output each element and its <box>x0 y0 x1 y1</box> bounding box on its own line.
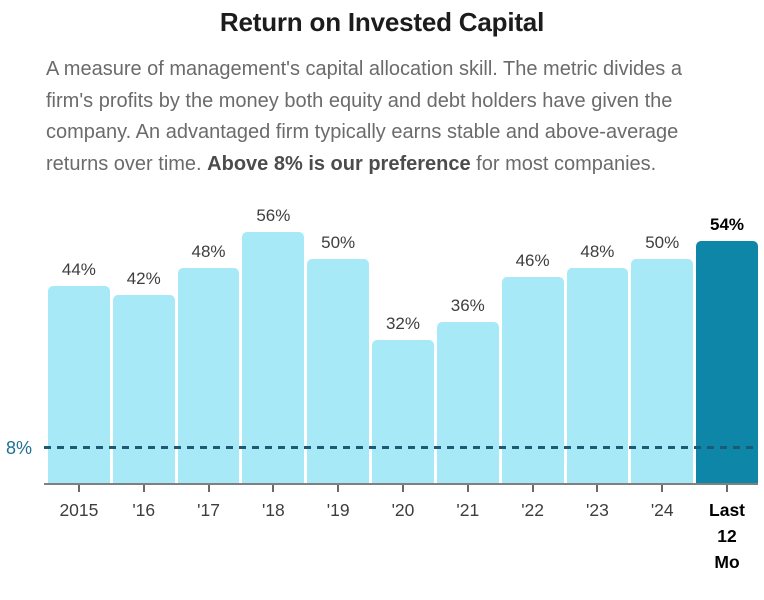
reference-line <box>44 446 758 449</box>
bar-column: 56% <box>242 201 305 484</box>
plot-area: 44% 42% 48% 56% 50% 32% 36% 46% 48% 50% 54% 8% <box>6 201 758 485</box>
roic-bar-chart: 44% 42% 48% 56% 50% 32% 36% 46% 48% 50% 54% 8% 201… <box>0 201 764 575</box>
x-axis-label-cell: '21 <box>437 485 499 575</box>
axis-tick <box>142 485 145 492</box>
x-axis-label: '20 <box>391 500 415 520</box>
bar-column: 42% <box>112 201 175 484</box>
x-axis-label: '24 <box>650 500 674 520</box>
x-axis-label: '19 <box>326 500 350 520</box>
bar-column: 50% <box>307 201 370 484</box>
axis-tick <box>337 485 340 492</box>
axis-tick <box>207 485 210 492</box>
bar <box>48 286 110 484</box>
bar-column: 48% <box>566 201 629 484</box>
bar-column: 48% <box>177 201 240 484</box>
bar-column: 44% <box>48 201 110 484</box>
x-axis-label-cell: '24 <box>631 485 693 575</box>
x-axis-label: '17 <box>197 500 220 520</box>
x-axis-label: Last 12 Mo <box>709 500 746 572</box>
bar-value-label: 54% <box>710 215 745 234</box>
bar-column: 36% <box>436 201 499 484</box>
axis-tick <box>77 485 80 492</box>
x-axis-label-cell: '19 <box>307 485 369 575</box>
bar-value-label: 50% <box>321 233 356 252</box>
bar <box>696 241 758 484</box>
x-axis-label-cell: Last 12 Mo <box>696 485 758 575</box>
bar-value-label: 56% <box>256 206 291 225</box>
x-axis-labels: 2015 '16 '17 '18 '19 '20 '21 '22 '23 '24 Last 12 M… <box>48 485 758 575</box>
bar <box>112 295 175 484</box>
reference-line-label: 8% <box>6 438 33 458</box>
chart-card: Return on Invested Capital A measure of … <box>0 7 764 575</box>
bar <box>372 340 434 484</box>
x-axis-line <box>44 483 758 485</box>
bar <box>436 322 499 484</box>
x-axis-label: '16 <box>132 500 156 520</box>
bar-value-label: 44% <box>61 260 96 279</box>
x-axis-label-cell: '18 <box>242 485 304 575</box>
bar-value-label: 48% <box>191 242 226 261</box>
bar <box>307 259 370 484</box>
axis-tick <box>661 485 664 492</box>
bar-value-label: 48% <box>580 242 615 261</box>
x-axis-label: '23 <box>586 500 609 520</box>
description-bold-text: Above 8% is our preference <box>207 152 471 175</box>
bar-value-label: 42% <box>126 269 161 288</box>
description-text-after: for most companies. <box>470 152 657 175</box>
x-axis-label-cell: '23 <box>567 485 629 575</box>
bar <box>501 277 564 484</box>
x-axis-label-cell: '16 <box>113 485 175 575</box>
axis-tick <box>466 485 469 492</box>
bar-value-label: 36% <box>450 296 485 315</box>
x-axis-label: '22 <box>521 500 544 520</box>
axis-tick <box>596 485 599 492</box>
page-title: Return on Invested Capital <box>219 7 545 37</box>
description-text-before: A measure of management's capital alloca… <box>46 58 682 175</box>
bar-column: 54% <box>696 201 758 484</box>
bar-column: 32% <box>372 201 434 484</box>
bar <box>631 259 694 484</box>
x-axis-label-cell: '17 <box>178 485 240 575</box>
x-axis-label-cell: 2015 <box>48 485 110 575</box>
chart-description: A measure of management's capital alloca… <box>46 54 718 180</box>
bar <box>177 268 240 484</box>
x-axis-label: '18 <box>261 500 285 520</box>
axis-tick <box>726 485 729 492</box>
bar-value-label: 46% <box>515 251 550 270</box>
bar <box>566 268 629 484</box>
bar-value-label: 50% <box>645 233 680 252</box>
x-axis-label-cell: '22 <box>502 485 564 575</box>
bars: 44% 42% 48% 56% 50% 32% 36% 46% 48% 50% 54% <box>48 201 758 484</box>
bar-column: 50% <box>631 201 694 484</box>
axis-tick <box>531 485 534 492</box>
x-axis-label: 2015 <box>59 500 99 520</box>
bar-value-label: 32% <box>385 314 420 333</box>
bar-column: 46% <box>501 201 564 484</box>
axis-tick <box>272 485 275 492</box>
axis-tick <box>401 485 404 492</box>
bar <box>242 232 305 484</box>
x-axis-label-cell: '20 <box>372 485 434 575</box>
x-axis-label: '21 <box>456 500 480 520</box>
